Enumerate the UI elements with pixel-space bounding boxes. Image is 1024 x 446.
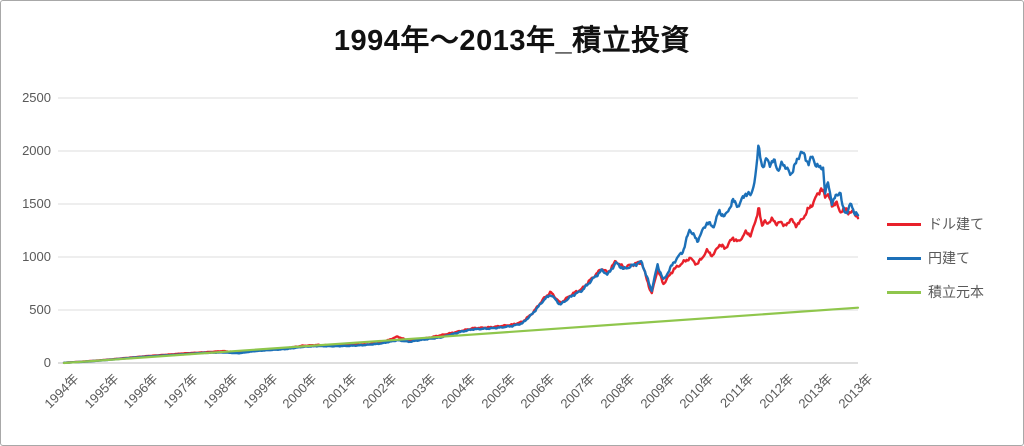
legend-swatch-dollar [887,222,921,226]
legend: ドル建て 円建て 積立元本 [887,207,984,309]
legend-label-yen: 円建て [928,250,970,266]
legend-swatch-yen [887,256,921,260]
chart-title: 1994年〜2013年_積立投資 [333,25,691,57]
series-line-2 [62,306,860,365]
y-axis-tick-label: 0 [43,355,51,370]
legend-item-yen: 円建て [887,241,984,275]
y-axis-tick-label: 1000 [22,249,51,264]
y-axis-tick-label: 2000 [22,143,51,158]
y-axis-tick-label: 2500 [22,90,51,105]
legend-label-dollar: ドル建て [928,216,984,232]
legend-item-dollar: ドル建て [887,207,984,241]
y-axis-tick-label: 500 [29,302,51,317]
y-axis-tick-label: 1500 [22,196,51,211]
legend-item-principal: 積立元本 [887,275,984,309]
legend-label-principal: 積立元本 [928,284,984,300]
legend-swatch-principal [887,290,921,294]
series-line-1 [62,144,860,364]
series-line-0 [62,187,860,364]
